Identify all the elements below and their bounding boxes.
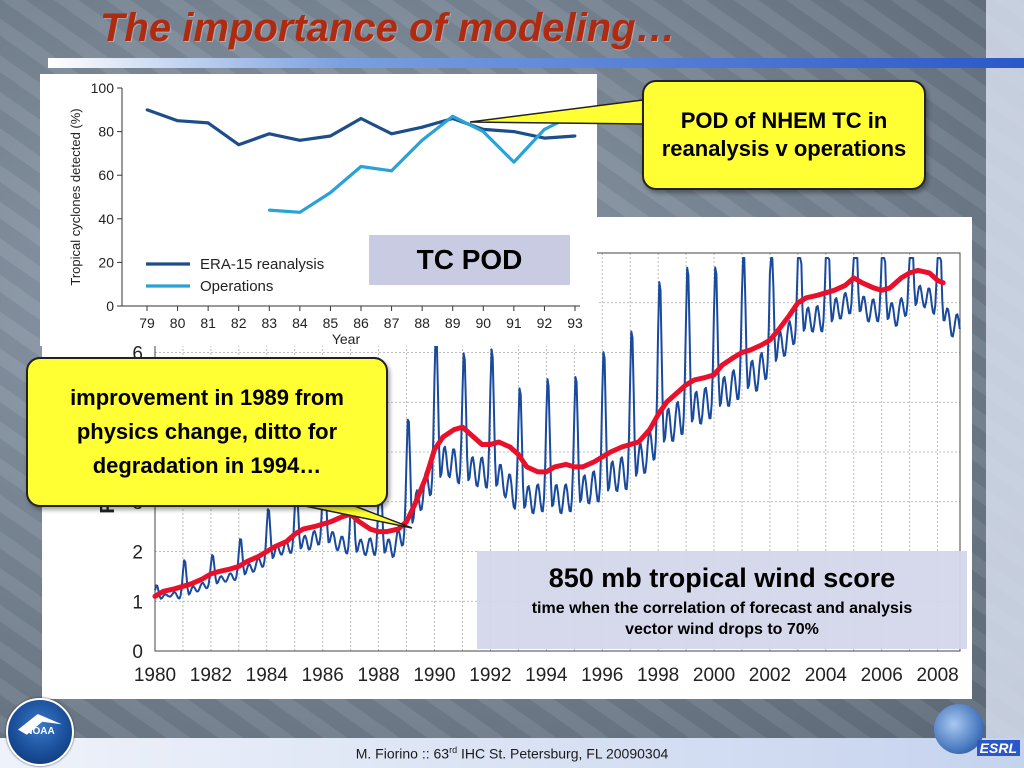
x-tick-label: 2000: [693, 665, 735, 686]
data-point: [206, 121, 210, 125]
x-tick-label: 85: [323, 315, 339, 331]
slide-title: The importance of modeling…: [100, 6, 676, 50]
data-point: [390, 169, 393, 173]
series-line-monthly: [154, 257, 961, 600]
data-point: [573, 112, 577, 116]
x-tick-label: 89: [445, 315, 461, 331]
x-tick-label: 92: [537, 315, 553, 331]
data-point: [543, 128, 546, 131]
x-tick-label: 83: [261, 315, 277, 331]
x-tick-label: 81: [200, 315, 216, 331]
series-line-reanalysis: [146, 108, 576, 147]
data-point: [176, 119, 179, 123]
data-point: [267, 132, 271, 136]
x-tick-label: 80: [170, 315, 186, 331]
footer-prefix: M. Fiorino :: 63: [355, 746, 450, 762]
series-line-smoothed: [152, 267, 946, 599]
pod-callout: POD of NHEM TC in reanalysis v operation…: [642, 80, 926, 190]
data-point: [329, 134, 332, 138]
tc-pod-chart: 0 20 40 60 80 100 79 80 81 82 83 84 85 86 87 88 89 90 91 92…: [68, 80, 583, 347]
y-tick-label: 60: [98, 167, 114, 183]
data-point: [420, 125, 424, 129]
x-tick-label: 1994: [525, 665, 568, 686]
data-point: [237, 143, 241, 147]
data-point: [420, 138, 424, 142]
data-point: [390, 132, 393, 136]
y-tick-label: 6: [132, 344, 143, 365]
x-tick-label: 87: [384, 315, 400, 331]
globe-icon: [934, 704, 984, 754]
x-tick-label: 91: [506, 315, 522, 331]
legend-label: ERA-15 reanalysis: [200, 256, 324, 273]
data-point: [512, 130, 516, 133]
data-point: [451, 114, 455, 118]
footer-suffix: IHC St. Petersburg, FL 20090304: [457, 746, 669, 762]
x-tick-label: 1984: [246, 665, 289, 686]
x-tick-label: 1988: [357, 665, 399, 686]
slide-right-band: [986, 0, 1024, 768]
tc-pod-chart-panel: 0 20 40 60 80 100 79 80 81 82 83 84 85 86 87 88 89 90 91 92…: [40, 74, 597, 347]
x-tick-label: 84: [292, 315, 308, 331]
data-point: [481, 130, 485, 133]
data-point: [298, 138, 302, 142]
x-tick-label: 2006: [861, 665, 903, 686]
x-tick-label: 1980: [134, 665, 176, 686]
x-tick-label: 86: [353, 315, 369, 331]
data-point: [359, 165, 363, 168]
x-tick-label: 2004: [805, 665, 848, 686]
x-tick-label: 93: [567, 315, 583, 331]
wind-score-subtitle: time when the correlation of forecast an…: [531, 600, 913, 638]
noaa-logo: NOAA: [6, 698, 74, 766]
data-point: [145, 108, 149, 112]
y-tick-label: 0: [106, 298, 114, 314]
y-tick-label: 100: [91, 80, 115, 96]
data-point: [267, 208, 271, 212]
y-tick-label: 0: [132, 642, 143, 663]
noaa-logo-text: NOAA: [25, 726, 55, 737]
x-tick-label: 82: [231, 315, 247, 331]
data-point: [298, 210, 302, 214]
x-tick-label: 2008: [916, 665, 958, 686]
x-axis-label: Year: [332, 331, 361, 346]
x-tick-label: 1998: [637, 665, 679, 686]
y-tick-label: 2: [132, 543, 143, 564]
esrl-logo-text: ESRL: [976, 740, 1020, 756]
footer-sup: rd: [449, 745, 458, 756]
pod-callout-text: POD of NHEM TC in reanalysis v operation…: [661, 108, 907, 161]
data-point: [329, 191, 332, 195]
improvement-callout: improvement in 1989 from physics change,…: [26, 357, 388, 507]
x-tick-label: 79: [139, 315, 155, 331]
wind-score-title: 850 mb tropical wind score: [548, 563, 896, 593]
y-tick-label: 20: [98, 254, 114, 270]
y-tick-label: 80: [98, 124, 114, 140]
slide-footer: [0, 738, 1024, 768]
x-tick-label: 88: [414, 315, 430, 331]
series-line-operations: [269, 112, 576, 214]
y-axis-label: Tropical cyclones detected (%): [68, 108, 83, 285]
improvement-callout-text: improvement in 1989 from physics change,…: [70, 385, 344, 478]
data-point: [512, 160, 516, 164]
wind-score-box: 850 mb tropical wind score time when the…: [477, 551, 967, 649]
x-tick-label: 1990: [413, 665, 455, 686]
footer-text: M. Fiorino :: 63rd IHC St. Petersburg, F…: [0, 745, 1024, 762]
data-point: [359, 117, 363, 120]
data-point: [543, 136, 546, 140]
data-point: [573, 134, 577, 138]
legend-label: Operations: [200, 278, 273, 295]
x-tick-label: 2002: [749, 665, 791, 686]
title-underline: [48, 58, 1024, 68]
esrl-logo: ESRL: [928, 702, 1020, 764]
tc-pod-label: TC POD: [369, 235, 570, 285]
x-tick-label: 1986: [302, 665, 344, 686]
y-tick-label: 1: [132, 592, 143, 613]
x-tick-label: 90: [475, 315, 491, 331]
x-tick-label: 1996: [581, 665, 623, 686]
x-tick-label: 1982: [190, 665, 232, 686]
x-tick-label: 1992: [469, 665, 511, 686]
y-tick-label: 40: [98, 211, 114, 227]
